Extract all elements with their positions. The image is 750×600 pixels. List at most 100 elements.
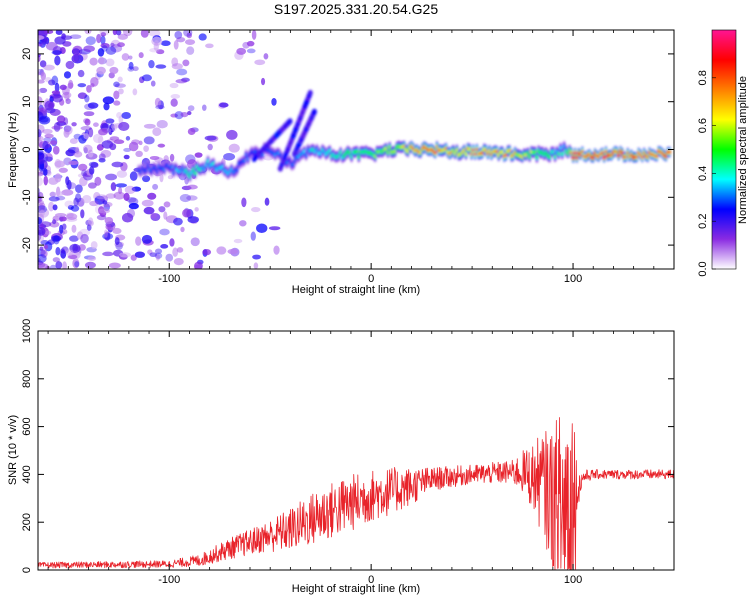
streak-cell [307,89,313,96]
noise-speck [182,59,190,67]
noise-speck [71,122,77,127]
noise-speck [143,206,155,215]
noise-speck [103,229,108,238]
colorbar-tick-label: 0.8 [697,70,709,85]
noise-speck [38,111,44,122]
noise-speck [38,254,47,263]
noise-speck [119,252,132,258]
streak-cell [311,108,317,115]
noise-speck [194,207,199,212]
ridge-cell [560,152,564,156]
noise-speck [117,76,123,83]
noise-speck [180,226,185,233]
noise-speck [273,245,280,255]
snr-series-line [38,417,674,570]
spectrogram-y-tick-label: 0 [21,146,33,152]
noise-speck [39,209,45,217]
noise-speck [175,79,188,84]
noise-speck [256,223,268,234]
noise-speck [176,68,188,76]
noise-speck [115,241,123,250]
noise-speck [75,193,82,203]
noise-speck [54,160,66,168]
noise-speck [38,71,41,76]
noise-speck [44,230,52,235]
noise-speck [38,204,45,212]
noise-speck [169,238,175,247]
noise-speck [159,173,164,183]
noise-speck [61,223,67,230]
noise-speck [160,244,169,249]
noise-speck [205,43,214,49]
noise-speck [105,58,115,67]
noise-speck [63,71,72,79]
noise-speck [113,124,118,129]
noise-speck [123,147,132,153]
noise-speck [62,229,68,235]
snr-background [38,331,674,570]
noise-speck [48,196,60,202]
noise-speck [149,48,160,53]
noise-speck [252,254,261,260]
noise-speck [112,227,122,235]
noise-speck [187,216,199,224]
colorbar-tick-label: 0.6 [697,118,709,133]
noise-speck [132,66,139,72]
noise-speck [118,88,124,95]
ridge-cell [304,153,308,157]
noise-speck [54,55,61,66]
noise-speck [169,82,179,89]
noise-speck [117,33,129,40]
spectrogram-y-tick-label: 20 [21,48,33,60]
noise-speck [69,235,79,242]
noise-speck [128,141,139,152]
noise-speck [194,261,203,269]
noise-speck [54,82,60,93]
snr-y-tick-label: 1000 [21,319,33,343]
noise-speck [72,45,83,56]
noise-speck [122,30,133,37]
noise-speck [251,30,257,40]
noise-speck [102,96,115,105]
noise-speck [84,94,90,103]
noise-speck [62,261,67,269]
noise-speck [67,82,74,89]
snr-y-tick-label: 200 [21,513,33,531]
noise-speck [87,149,94,158]
noise-speck [47,102,54,109]
noise-speck [48,79,56,86]
noise-speck [160,40,171,47]
noise-speck [86,224,92,231]
noise-speck [183,30,193,37]
noise-speck [148,30,161,37]
noise-speck [216,246,227,255]
noise-speck [233,238,243,244]
noise-speck [135,150,143,158]
noise-speck [52,145,60,155]
spectrogram-y-label: Frequency (Hz) [7,112,19,188]
noise-speck [51,50,62,55]
noise-speck [105,224,112,230]
colorbar-label: Normalized spectral amplitude [737,76,749,224]
noise-speck [186,46,195,55]
ridge-cell [433,151,437,155]
spectrogram-ridge [137,89,672,183]
noise-speck [271,98,277,106]
noise-speck [236,47,247,55]
spectrogram-x-tick-label: 0 [368,273,374,285]
noise-speck [98,153,106,161]
noise-speck [112,30,117,36]
ridge-cell [655,154,659,158]
ridge-cell [193,171,197,175]
noise-speck [194,152,203,158]
noise-speck [52,94,63,103]
noise-speck [87,102,99,109]
noise-speck [105,173,118,181]
noise-speck [141,199,154,207]
noise-speck [38,261,46,268]
noise-speck [207,143,213,151]
noise-speck [263,53,269,60]
colorbar: 0.0 0.2 0.4 0.6 0.8 Normalized spectral ampl… [697,29,749,277]
noise-speck [74,261,80,268]
